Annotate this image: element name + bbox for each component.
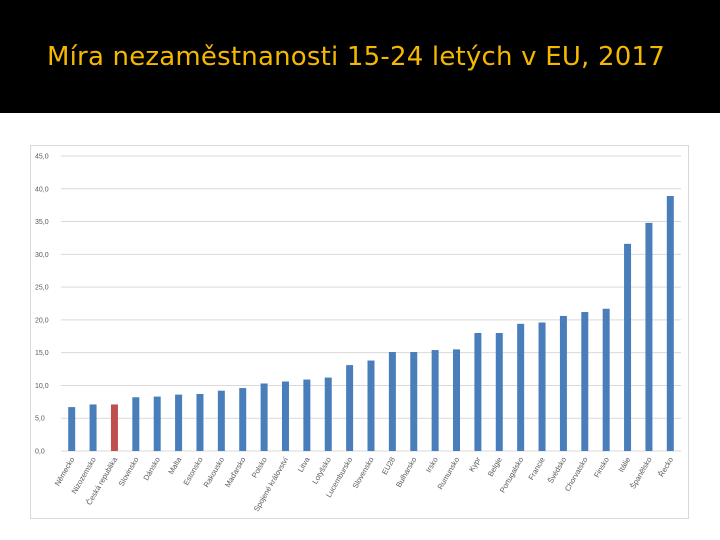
y-tick-label: 30,0 [35,252,49,259]
x-category-label: EU28 [380,456,397,477]
bar-4 [132,397,140,451]
x-category-label: Francie [526,456,546,482]
slide-title: Míra nezaměstnanosti 15-24 letých v EU, … [47,42,665,72]
y-tick-label: 15,0 [35,350,49,357]
bar-8 [217,390,225,451]
bar-27 [624,243,632,451]
x-category-label: Finsko [592,456,611,480]
y-tick-label: 45,0 [35,154,49,161]
x-category-label: Lotyšsko [310,456,333,486]
bar-5 [153,396,161,451]
bar-3 [110,404,118,451]
bar-14 [346,365,354,451]
x-category-label: Belgie [486,456,504,479]
bar-19 [453,349,461,451]
x-category-label: Řecko [657,456,675,479]
bar-26 [602,308,610,451]
y-tick-label: 35,0 [35,219,49,226]
x-category-label: Španělsko [628,456,653,491]
bar-29 [666,195,674,451]
x-category-label: Itálie [617,456,633,474]
x-category-label: Slovensko [351,456,376,490]
bar-2 [89,404,97,451]
bar-22 [517,323,525,451]
x-category-label: Bulharsko [394,456,418,489]
y-tick-label: 5,0 [35,416,45,423]
y-tick-label: 40,0 [35,186,49,193]
chart-frame: 0,0 5,0 10,0 15,0 20,0 25,0 30,0 35,0 40,0 45,0 Ně… [30,145,689,519]
x-category-label: Kypr [467,455,483,473]
x-category-label: Německo [53,456,77,488]
x-category-label: Slovinsko [117,456,141,488]
x-category-label: Maďarsko [223,456,247,489]
bar-25 [581,312,589,451]
x-category-label: Dánsko [141,456,162,483]
bar-6 [175,394,183,451]
bar-13 [324,377,332,451]
bar-chart: 0,0 5,0 10,0 15,0 20,0 25,0 30,0 35,0 40,0 45,0 Ně… [35,154,681,513]
bar-18 [431,350,439,451]
x-category-label: Polsko [250,456,269,480]
bar-15 [367,360,375,451]
bar-7 [196,393,204,451]
bar-24 [559,315,567,451]
x-category-label: Estonsko [181,456,204,487]
bar-1 [68,407,76,451]
bar-20 [474,333,482,451]
bar-16 [388,352,396,451]
y-tick-label: 10,0 [35,383,49,390]
x-category-label: Litva [296,455,312,474]
bar-23 [538,322,546,451]
bar-21 [495,333,503,451]
bar-17 [410,352,418,451]
bar-28 [645,222,653,451]
y-tick-label: 20,0 [35,317,49,324]
bar-9 [239,388,247,451]
y-tick-label: 25,0 [35,285,49,292]
x-category-label: Malta [166,455,183,476]
title-bar [0,0,720,113]
bar-11 [281,381,289,451]
bar-12 [303,379,311,451]
x-category-label: Irsko [424,456,440,475]
y-tick-label: 0,0 [35,449,45,456]
bar-10 [260,383,268,451]
x-category-label: Švédsko [546,456,568,485]
